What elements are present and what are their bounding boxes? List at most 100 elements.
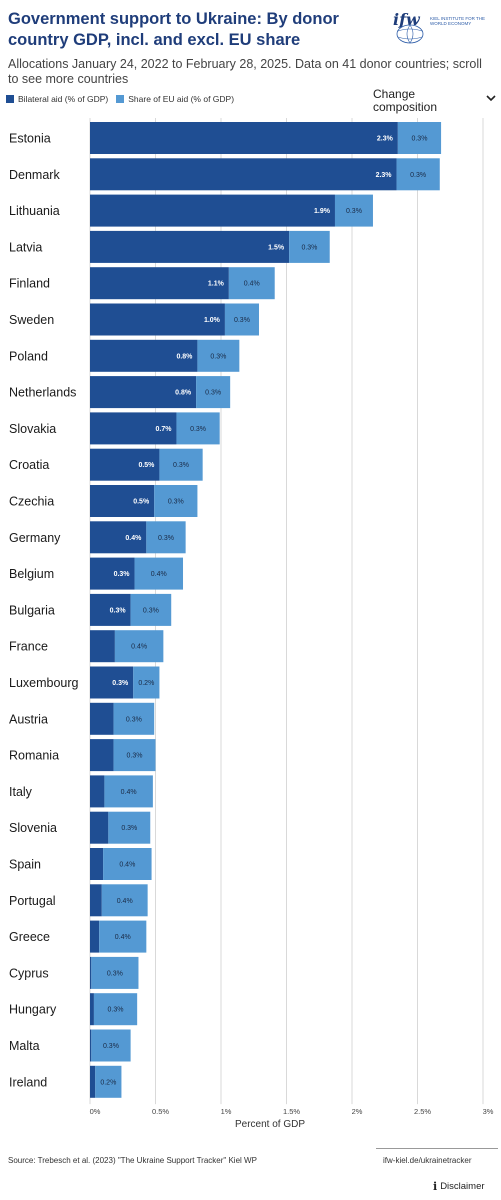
bar-eu	[289, 230, 330, 263]
info-icon: i	[433, 1180, 438, 1193]
category-label: Greece	[9, 930, 50, 944]
ifw-logo[interactable]: ifw KIEL INSTITUTE FOR THE WORLD ECONOMY	[393, 10, 493, 46]
legend-item-bilateral[interactable]: Bilateral aid (% of GDP)	[6, 94, 108, 104]
data-label-eu: 0.3%	[168, 499, 184, 506]
data-label-eu: 0.4%	[151, 571, 167, 578]
data-label-eu: 0.4%	[115, 934, 131, 941]
bar-eu	[91, 1029, 131, 1062]
category-label: Finland	[9, 277, 50, 291]
data-label-eu: 0.4%	[121, 789, 137, 796]
bar-bilateral	[90, 884, 102, 917]
data-label-bilateral: 0.7%	[155, 426, 172, 433]
category-label: Germany	[9, 531, 61, 545]
bar-bilateral	[90, 376, 197, 409]
disclaimer-label: Disclaimer	[440, 1181, 485, 1192]
bar-eu	[113, 702, 155, 735]
bar-eu	[397, 122, 442, 154]
bar-bilateral	[90, 412, 177, 445]
bar-bilateral	[90, 993, 94, 1026]
bar-eu	[224, 303, 259, 336]
data-label-eu: 0.3%	[205, 390, 221, 397]
bar-eu	[196, 376, 231, 409]
bar-eu	[93, 993, 138, 1026]
category-label: Spain	[9, 858, 41, 872]
legend-label-bilateral: Bilateral aid (% of GDP)	[18, 94, 109, 104]
bar-eu	[396, 158, 440, 191]
data-label-eu: 0.3%	[411, 136, 427, 143]
data-label-bilateral: 0.5%	[133, 499, 150, 506]
category-label: Sweden	[9, 313, 54, 327]
data-label-bilateral: 0.8%	[175, 390, 192, 397]
x-tick-label: 2.5%	[414, 1107, 431, 1116]
data-label-eu: 0.4%	[119, 862, 135, 869]
bar-bilateral	[90, 666, 134, 699]
bar-eu	[99, 920, 147, 953]
bar-eu	[108, 811, 151, 844]
x-tick-label: 0.5%	[152, 1107, 169, 1116]
category-label: France	[9, 640, 48, 654]
data-label-bilateral: 2.3%	[376, 172, 393, 179]
data-label-eu: 0.3%	[107, 970, 123, 977]
bar-bilateral	[90, 811, 109, 844]
bar-bilateral	[90, 593, 131, 626]
bar-eu	[159, 448, 203, 481]
bar-eu	[228, 267, 275, 300]
category-label: Slovenia	[9, 821, 57, 835]
category-label: Cyprus	[9, 966, 49, 980]
category-label: Luxembourg	[9, 676, 79, 690]
disclaimer-button[interactable]: i Disclaimer	[433, 1180, 485, 1193]
category-label: Italy	[9, 785, 33, 799]
chart-subtitle: Allocations January 24, 2022 to February…	[8, 57, 482, 86]
data-label-eu: 0.3%	[121, 825, 137, 832]
legend-label-eu: Share of EU aid (% of GDP)	[128, 94, 235, 104]
bar-eu	[101, 884, 148, 917]
data-label-bilateral: 0.5%	[138, 462, 155, 469]
category-label: Malta	[9, 1039, 40, 1053]
chevron-down-icon[interactable]	[486, 95, 496, 102]
category-label: Latvia	[9, 240, 42, 254]
category-label: Belgium	[9, 567, 54, 581]
bar-bilateral	[90, 521, 147, 554]
bar-bilateral	[90, 702, 114, 735]
category-label: Slovakia	[9, 422, 56, 436]
bar-bilateral	[90, 848, 104, 880]
data-label-eu: 0.4%	[131, 644, 147, 651]
data-label-eu: 0.3%	[301, 244, 317, 251]
bar-bilateral	[90, 1065, 96, 1098]
bar-bilateral	[90, 448, 160, 481]
category-label: Estonia	[9, 132, 51, 146]
data-label-eu: 0.2%	[138, 680, 154, 687]
bar-chart: 0% 0.5% 1% 1.5% 2% 2.5% 3% Estonia 2.3% 0.3% Denma…	[9, 118, 494, 1116]
globe-icon	[396, 24, 424, 44]
bar-bilateral	[90, 485, 155, 517]
data-label-bilateral: 0.8%	[176, 353, 193, 360]
category-label: Romania	[9, 749, 59, 763]
bar-bilateral	[90, 194, 335, 227]
bar-bilateral	[90, 775, 105, 808]
bar-eu	[103, 848, 152, 880]
bar-eu	[113, 739, 156, 772]
bar-bilateral	[90, 739, 114, 772]
data-label-eu: 0.3%	[143, 607, 159, 614]
x-tick-label: 1%	[221, 1107, 232, 1116]
bar-bilateral	[90, 339, 198, 372]
category-label: Denmark	[9, 168, 60, 182]
bar-eu	[91, 956, 139, 989]
data-label-bilateral: 1.9%	[314, 208, 331, 215]
legend-item-eu[interactable]: Share of EU aid (% of GDP)	[116, 94, 234, 104]
chart-title: Government support to Ukraine: By donor …	[8, 10, 339, 49]
bar-eu	[197, 339, 240, 372]
legend: Bilateral aid (% of GDP) Share of EU aid…	[6, 94, 242, 104]
data-label-bilateral: 0.3%	[110, 607, 127, 614]
change-composition-dropdown[interactable]: Change composition	[373, 88, 453, 114]
category-label: Portugal	[9, 894, 56, 908]
x-tick-label: 2%	[352, 1107, 363, 1116]
category-label: Austria	[9, 712, 48, 726]
source-url-link[interactable]: ifw-kiel.de/ukrainetracker	[383, 1156, 472, 1165]
bar-eu	[134, 557, 184, 590]
bar-bilateral	[90, 1029, 92, 1062]
data-label-eu: 0.3%	[126, 716, 142, 723]
data-label-eu: 0.3%	[127, 753, 143, 760]
bar-bilateral	[90, 956, 92, 989]
data-label-eu: 0.3%	[103, 1043, 119, 1050]
